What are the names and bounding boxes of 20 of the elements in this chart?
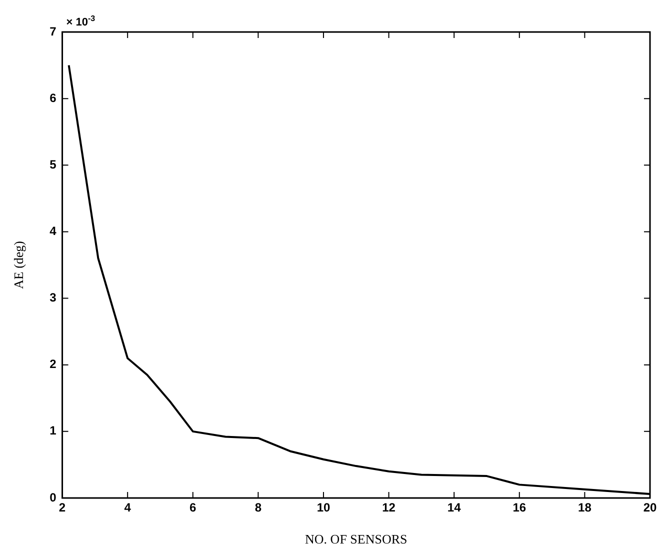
x-axis-title: NO. OF SENSORS bbox=[305, 532, 408, 547]
y-axis-title: AE (deg) bbox=[11, 240, 26, 290]
x-tick-label: 12 bbox=[382, 500, 396, 515]
y-tick-label: 0 bbox=[50, 490, 57, 504]
x-tick-label: 10 bbox=[316, 500, 330, 515]
y-tick-label: 3 bbox=[50, 290, 57, 305]
x-tick-label: 2 bbox=[58, 500, 66, 515]
x-tick-label: 14 bbox=[447, 500, 462, 515]
x-tick-label: 4 bbox=[124, 500, 132, 515]
y-tick-label: 5 bbox=[50, 157, 57, 172]
y-tick-label: 6 bbox=[50, 90, 57, 105]
y-tick-label: 7 bbox=[50, 24, 57, 38]
x-tick-label: 20 bbox=[643, 500, 657, 515]
x-tick-label: 6 bbox=[190, 500, 197, 515]
x-tick-label: 8 bbox=[254, 500, 262, 515]
x-tick-label: 18 bbox=[578, 500, 592, 515]
y-tick-label: 2 bbox=[50, 357, 57, 372]
x-tick-label: 16 bbox=[512, 500, 526, 515]
y-tick-label: 1 bbox=[50, 424, 57, 438]
y-tick-label: 4 bbox=[50, 224, 57, 238]
